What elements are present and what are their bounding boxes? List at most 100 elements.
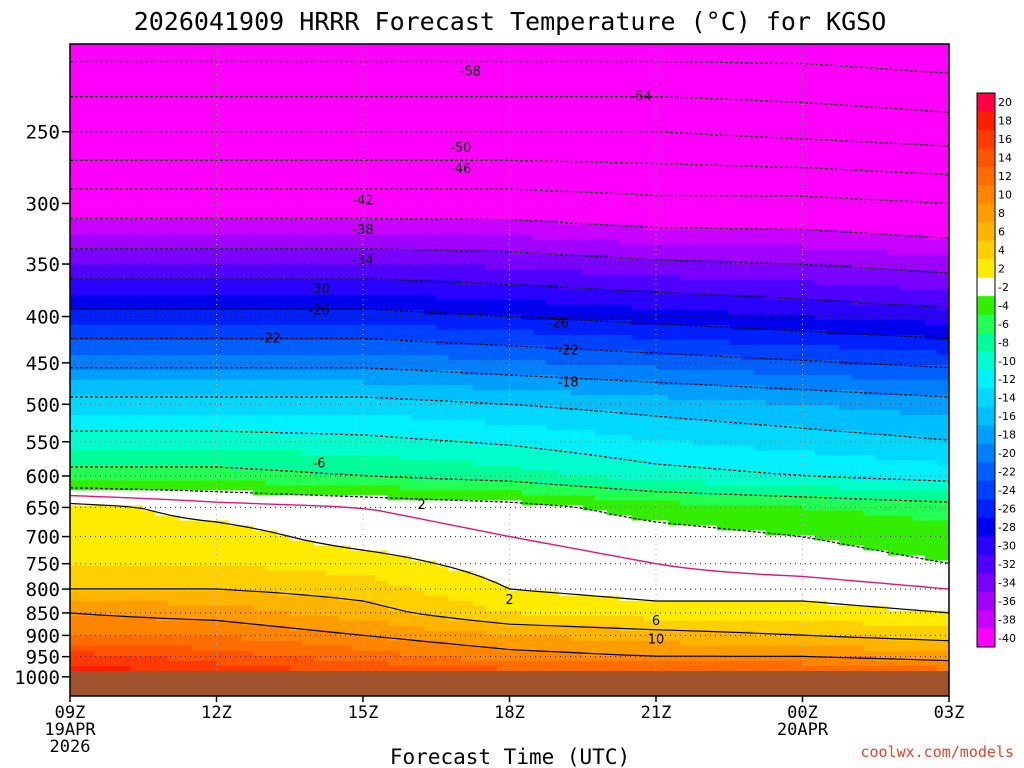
fill-cell: [375, 580, 389, 587]
fill-cell: [82, 380, 96, 386]
fill-cell: [106, 625, 120, 632]
fill-cell: [301, 109, 315, 115]
fill-cell: [240, 395, 254, 401]
fill-cell: [314, 590, 327, 597]
fill-cell: [509, 645, 523, 652]
fill-cell: [350, 319, 364, 326]
fill-cell: [326, 279, 340, 286]
fill-cell: [448, 510, 462, 517]
fill-cell: [436, 219, 450, 226]
fill-cell: [497, 144, 511, 150]
fill-cell: [375, 294, 389, 301]
fill-cell: [497, 610, 511, 617]
fill-cell: [460, 520, 474, 527]
fill-cell: [411, 645, 425, 652]
fill-cell: [533, 109, 547, 115]
fill-cell: [82, 620, 96, 627]
fill-cell: [106, 269, 120, 276]
fill-cell: [497, 129, 511, 135]
fill-cell: [277, 254, 291, 261]
fill-cell: [533, 209, 547, 216]
fill-cell: [314, 54, 327, 60]
fill-cell: [399, 500, 413, 507]
fill-cell: [265, 620, 279, 627]
fill-cell: [289, 184, 303, 191]
fill-cell: [94, 274, 108, 281]
fill-cell: [192, 370, 205, 376]
fill-cell: [521, 650, 535, 657]
fill-cell: [277, 89, 291, 95]
fill-cell: [314, 294, 327, 301]
fill-cell: [314, 134, 327, 140]
fill-cell: [204, 284, 218, 291]
fill-cell: [143, 54, 157, 60]
fill-cell: [167, 405, 181, 411]
fill-cell: [289, 209, 303, 216]
fill-cell: [179, 359, 193, 366]
fill-cell: [118, 294, 132, 301]
fill-cell: [131, 234, 144, 241]
fill-cell: [253, 530, 266, 537]
fill-cell: [240, 660, 254, 667]
fill-cell: [192, 485, 205, 491]
fill-cell: [485, 339, 498, 346]
fill-cell: [155, 284, 169, 291]
fill-cell: [106, 134, 120, 140]
fill-cell: [326, 184, 340, 191]
fill-cell: [497, 405, 511, 411]
fill-cell: [387, 395, 401, 401]
fill-cell: [228, 274, 242, 281]
fill-cell: [387, 279, 401, 286]
fill-cell: [436, 645, 450, 652]
fill-cell: [387, 359, 401, 366]
fill-cell: [216, 214, 230, 221]
fill-cell: [326, 179, 340, 186]
fill-cell: [301, 475, 315, 481]
fill-cell: [240, 154, 254, 160]
fill-cell: [424, 184, 437, 191]
fill-cell: [448, 580, 462, 587]
fill-cell: [179, 445, 193, 451]
fill-cell: [448, 545, 462, 552]
fill-cell: [497, 164, 511, 170]
fill-cell: [204, 194, 218, 201]
fill-cell: [228, 625, 242, 632]
fill-cell: [94, 54, 108, 60]
fill-cell: [253, 665, 266, 672]
fill-cell: [240, 485, 254, 491]
fill-cell: [326, 405, 340, 411]
fill-cell: [424, 284, 437, 291]
fill-cell: [143, 480, 157, 486]
fill-cell: [82, 645, 96, 652]
fill-cell: [497, 69, 511, 75]
fill-cell: [399, 154, 413, 160]
fill-cell: [179, 380, 193, 386]
fill-cell: [326, 570, 340, 577]
fill-cell: [94, 284, 108, 291]
fill-cell: [216, 179, 230, 186]
fill-cell: [118, 234, 132, 241]
fill-cell: [338, 354, 352, 361]
fill-cell: [363, 625, 376, 632]
fill-cell: [375, 450, 389, 456]
fill-cell: [277, 460, 291, 466]
fill-cell: [497, 525, 511, 532]
fill-cell: [289, 585, 303, 592]
fill-cell: [216, 600, 230, 607]
fill-cell: [143, 430, 157, 436]
fill-cell: [424, 495, 437, 501]
fill-cell: [179, 269, 193, 276]
fill-cell: [155, 234, 169, 241]
fill-cell: [387, 550, 401, 557]
fill-cell: [472, 259, 486, 266]
fill-cell: [289, 244, 303, 251]
fill-cell: [460, 44, 474, 50]
fill-cell: [179, 625, 193, 632]
fill-cell: [204, 99, 218, 105]
fill-cell: [277, 154, 291, 160]
fill-cell: [143, 655, 157, 662]
fill-cell: [265, 104, 279, 110]
fill-cell: [253, 114, 266, 120]
fill-cell: [301, 64, 315, 70]
fill-cell: [338, 284, 352, 291]
